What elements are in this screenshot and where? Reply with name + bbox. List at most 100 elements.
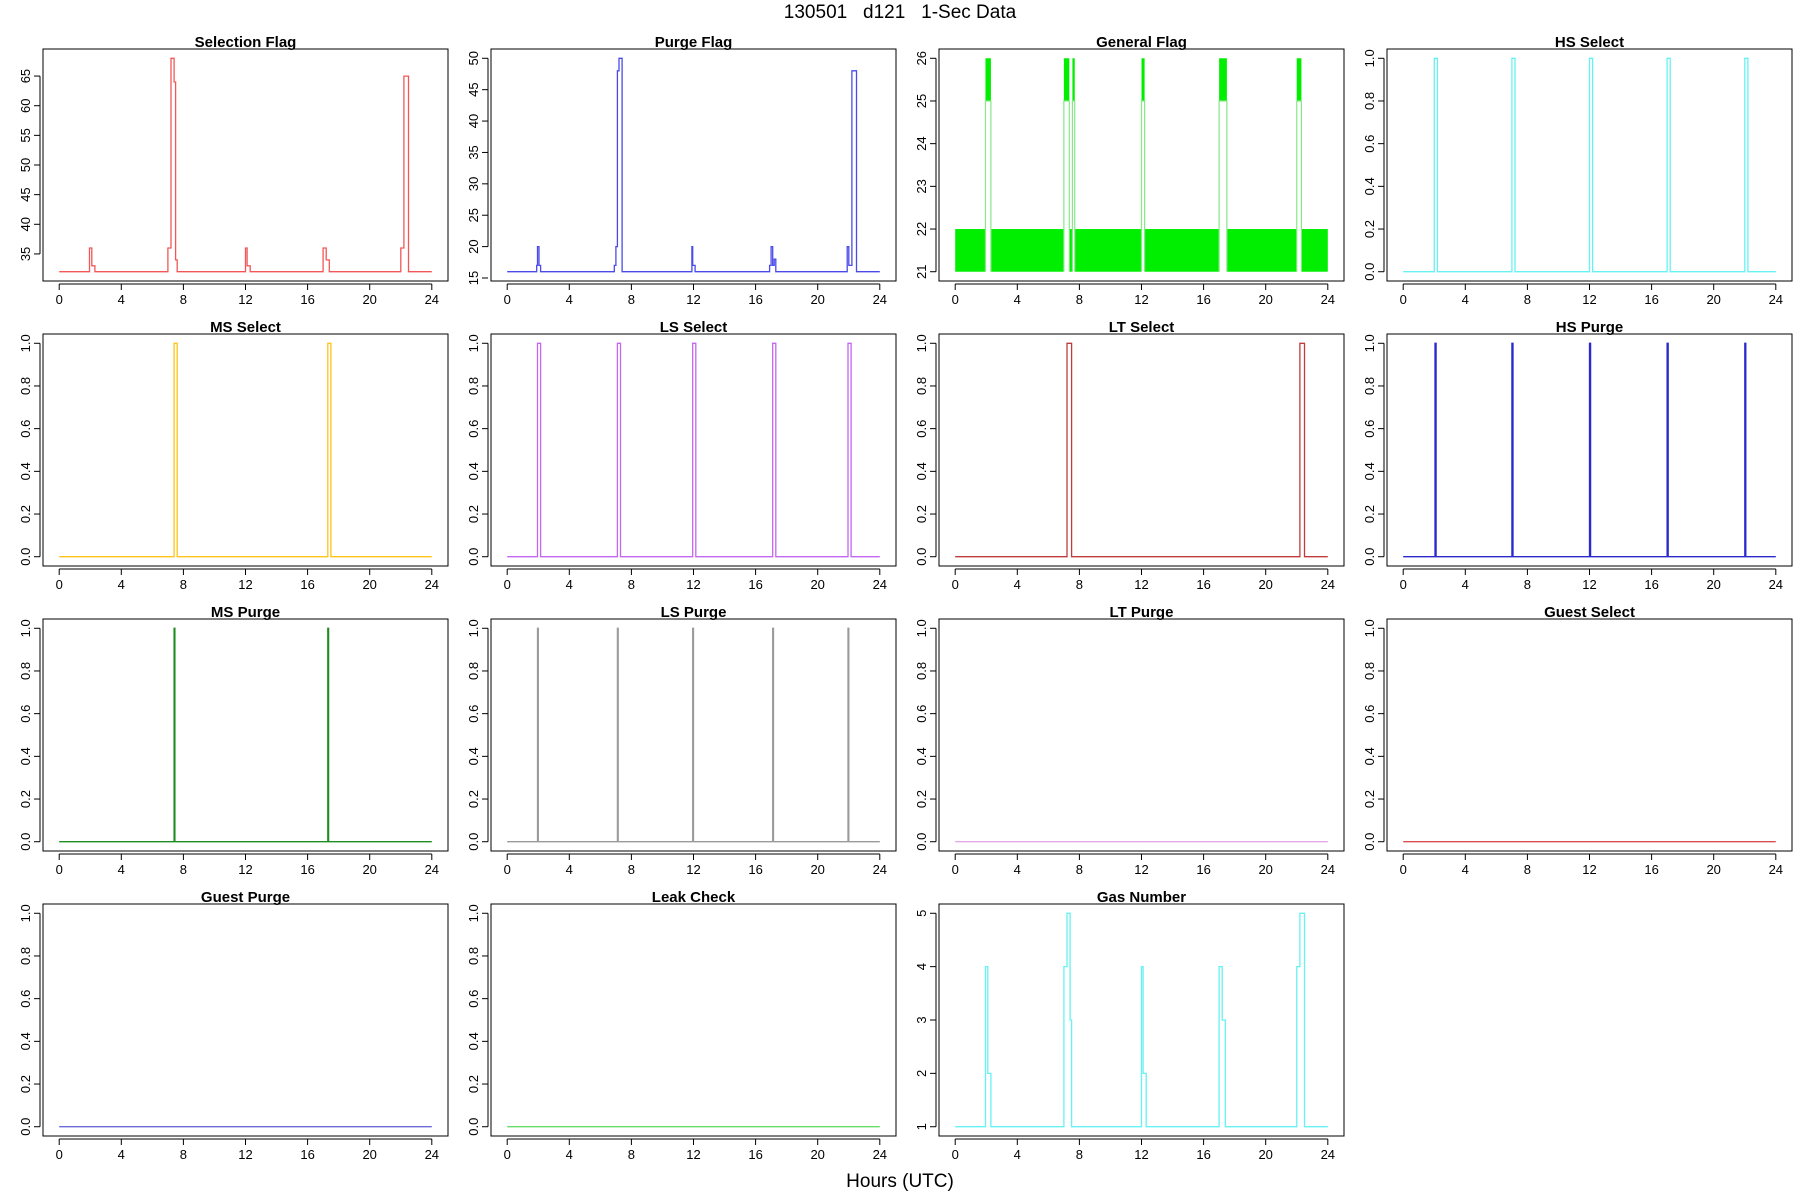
flag-spike-outline <box>1140 100 1146 272</box>
plot-frame <box>1386 618 1793 852</box>
y-tick-label: 0.2 <box>466 790 481 808</box>
x-tick-label: 4 <box>1462 862 1469 877</box>
x-tick-label: 16 <box>1644 292 1658 307</box>
panel-title: Leak Check <box>652 889 736 906</box>
series-line <box>955 912 1328 1128</box>
y-tick-label: 0.0 <box>466 833 481 851</box>
flag-spike-outline <box>1218 100 1228 272</box>
x-tick-label: 4 <box>566 862 573 877</box>
y-tick-label: 0.8 <box>18 947 33 965</box>
y-tick-label: 1.0 <box>466 619 481 637</box>
y-tick-label: 0.6 <box>18 420 33 438</box>
panel-title: Guest Purge <box>201 889 290 906</box>
x-tick-label: 8 <box>1524 862 1531 877</box>
plot-frame <box>938 48 1345 282</box>
x-tick-label: 4 <box>118 862 125 877</box>
x-tick-label: 4 <box>118 577 125 592</box>
y-tick-label: 0.2 <box>18 505 33 523</box>
flag-spike <box>1219 58 1227 101</box>
x-tick-label: 12 <box>238 577 252 592</box>
x-tick-label: 24 <box>1769 577 1783 592</box>
x-tick-label: 4 <box>1014 862 1021 877</box>
series-line <box>507 57 880 273</box>
flag-spike-outline <box>984 100 992 272</box>
flag-band <box>990 229 1064 272</box>
panel-title: MS Purge <box>211 604 280 621</box>
panel-5: LS Select 0 4 8 12 16 20 24 0.0 0.2 0.4 0.6 0.8 1.0 <box>466 319 897 592</box>
x-tick-label: 20 <box>362 292 376 307</box>
x-tick-label: 4 <box>1014 577 1021 592</box>
x-tick-label: 20 <box>1258 1147 1272 1162</box>
y-tick-label: 0.6 <box>18 705 33 723</box>
flag-band <box>1226 229 1297 272</box>
x-tick-label: 24 <box>873 862 887 877</box>
x-tick-label: 4 <box>566 577 573 592</box>
panel-11: Guest Select 0 4 8 12 16 20 24 0.0 0.2 0.4 0.6 0.8 1.… <box>1362 604 1793 877</box>
x-tick-label: 16 <box>1196 1147 1210 1162</box>
y-tick-label: 0.8 <box>1362 92 1377 110</box>
y-tick-label: 23 <box>914 179 929 193</box>
x-tick-label: 0 <box>952 862 959 877</box>
panel-title: LT Select <box>1109 319 1175 336</box>
x-tick-label: 24 <box>425 862 439 877</box>
x-tick-label: 0 <box>504 1147 511 1162</box>
plot-frame <box>1386 48 1793 282</box>
x-tick-label: 0 <box>56 1147 63 1162</box>
y-tick-label: 1.0 <box>466 334 481 352</box>
flag-spike-outline <box>1296 100 1303 272</box>
y-tick-label: 0.8 <box>914 662 929 680</box>
y-tick-label: 45 <box>18 187 33 201</box>
x-tick-label: 24 <box>425 292 439 307</box>
x-tick-label: 20 <box>1706 577 1720 592</box>
y-tick-label: 0.4 <box>1362 177 1377 195</box>
x-tick-label: 20 <box>1258 577 1272 592</box>
y-tick-label: 0.4 <box>466 1032 481 1050</box>
series-line <box>1403 57 1776 273</box>
x-tick-label: 12 <box>686 292 700 307</box>
x-tick-label: 24 <box>425 577 439 592</box>
panel-3: HS Select 0 4 8 12 16 20 24 0.0 0.2 0.4 0.6 0.8 1.0 <box>1362 34 1793 307</box>
x-tick-label: 0 <box>504 862 511 877</box>
plot-frame <box>490 618 897 852</box>
y-tick-label: 0.4 <box>914 747 929 765</box>
x-tick-label: 16 <box>1196 862 1210 877</box>
flag-spike <box>1063 58 1070 101</box>
panel-10: LT Purge 0 4 8 12 16 20 24 0.0 0.2 0.4 0.6 0.8 1.0 <box>914 604 1345 877</box>
x-tick-label: 16 <box>748 577 762 592</box>
x-axis-label: Hours (UTC) <box>846 1171 954 1192</box>
y-tick-label: 1 <box>914 1123 929 1130</box>
panel-title: LS Purge <box>661 604 727 621</box>
flag-band <box>1301 229 1328 272</box>
x-tick-label: 0 <box>952 1147 959 1162</box>
x-tick-label: 20 <box>1258 292 1272 307</box>
y-tick-label: 1.0 <box>1362 619 1377 637</box>
panel-13: Leak Check 0 4 8 12 16 20 24 0.0 0.2 0.4 0.6 0.8 1.0 <box>466 889 897 1162</box>
y-tick-label: 0.6 <box>466 705 481 723</box>
y-tick-label: 0.8 <box>914 377 929 395</box>
x-tick-label: 12 <box>686 1147 700 1162</box>
plot-frame <box>42 333 449 567</box>
panel-6: LT Select 0 4 8 12 16 20 24 0.0 0.2 0.4 0.6 0.8 1.0 <box>914 319 1345 592</box>
x-tick-label: 16 <box>748 292 762 307</box>
y-tick-label: 0.8 <box>1362 662 1377 680</box>
y-tick-label: 0.8 <box>18 377 33 395</box>
y-tick-label: 24 <box>914 136 929 150</box>
x-tick-label: 8 <box>628 292 635 307</box>
panel-0: Selection Flag 0 4 8 12 16 20 24 35 40 45 50 55 60 65 <box>18 34 449 307</box>
y-tick-label: 60 <box>18 98 33 112</box>
y-tick-label: 0.6 <box>1362 135 1377 153</box>
panel-4: MS Select 0 4 8 12 16 20 24 0.0 0.2 0.4 0.6 0.8 1.0 <box>18 319 449 592</box>
x-tick-label: 8 <box>628 862 635 877</box>
x-tick-label: 0 <box>504 292 511 307</box>
plot-frame <box>490 903 897 1137</box>
x-tick-label: 24 <box>1321 292 1335 307</box>
x-tick-label: 20 <box>810 292 824 307</box>
y-tick-label: 0.4 <box>18 1032 33 1050</box>
x-tick-label: 8 <box>180 862 187 877</box>
x-tick-label: 16 <box>300 1147 314 1162</box>
x-tick-label: 12 <box>1582 292 1596 307</box>
x-tick-label: 20 <box>362 577 376 592</box>
flag-spike-outline <box>1063 100 1070 272</box>
x-tick-label: 16 <box>1644 862 1658 877</box>
